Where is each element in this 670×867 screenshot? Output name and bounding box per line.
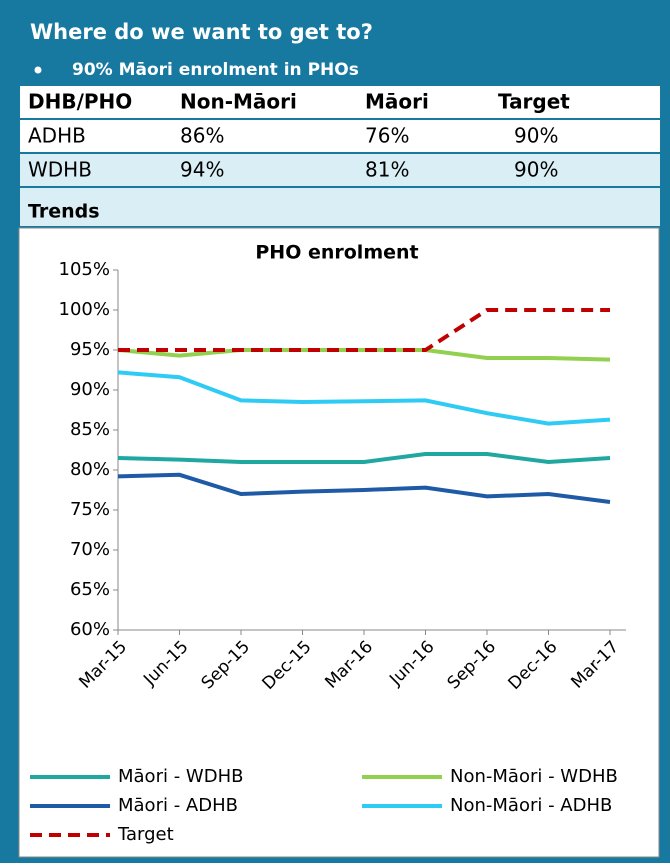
y-tick-label: 65% (70, 579, 110, 600)
y-tick-label: 80% (70, 459, 110, 480)
table-cell: 94% (180, 158, 224, 182)
table-row (20, 154, 660, 186)
section-label: Trends (28, 201, 100, 223)
y-tick-label: 70% (70, 539, 110, 560)
bullet-dot (34, 66, 42, 74)
section-band (20, 188, 660, 226)
series-line (117, 452, 611, 465)
column-header: Māori (365, 90, 429, 114)
series-line (117, 370, 611, 426)
table-cell: 76% (365, 124, 409, 148)
legend-label: Target (117, 824, 174, 845)
table-cell: ADHB (28, 124, 86, 148)
y-tick-label: 90% (70, 379, 110, 400)
bullet-text: 90% Māori enrolment in PHOs (72, 60, 359, 80)
table-cell: 90% (514, 124, 558, 148)
chart-title: PHO enrolment (255, 242, 418, 264)
legend-label: Non-Māori - ADHB (450, 795, 612, 816)
legend-label: Māori - WDHB (118, 766, 243, 787)
y-tick-label: 105% (59, 259, 110, 280)
table-cell: WDHB (28, 158, 92, 182)
y-tick-label: 60% (70, 619, 110, 640)
table-header (20, 86, 660, 118)
series-line (117, 348, 611, 362)
column-header: Non-Māori (180, 90, 297, 114)
table-cell: 86% (180, 124, 224, 148)
column-header: DHB/PHO (28, 90, 132, 114)
y-tick-label: 85% (70, 419, 110, 440)
legend-label: Non-Māori - WDHB (450, 766, 618, 787)
y-tick-label: 75% (70, 499, 110, 520)
series-line (117, 472, 611, 504)
y-tick-label: 100% (59, 299, 110, 320)
table-cell: 90% (514, 158, 558, 182)
series-line (118, 308, 610, 352)
column-header: Target (498, 90, 570, 114)
title: Where do we want to get to? (30, 20, 373, 44)
table-row (20, 120, 660, 152)
table-cell: 81% (365, 158, 409, 182)
legend-label: Māori - ADHB (118, 795, 238, 816)
y-tick-label: 95% (70, 339, 110, 360)
chart-box (18, 227, 660, 858)
